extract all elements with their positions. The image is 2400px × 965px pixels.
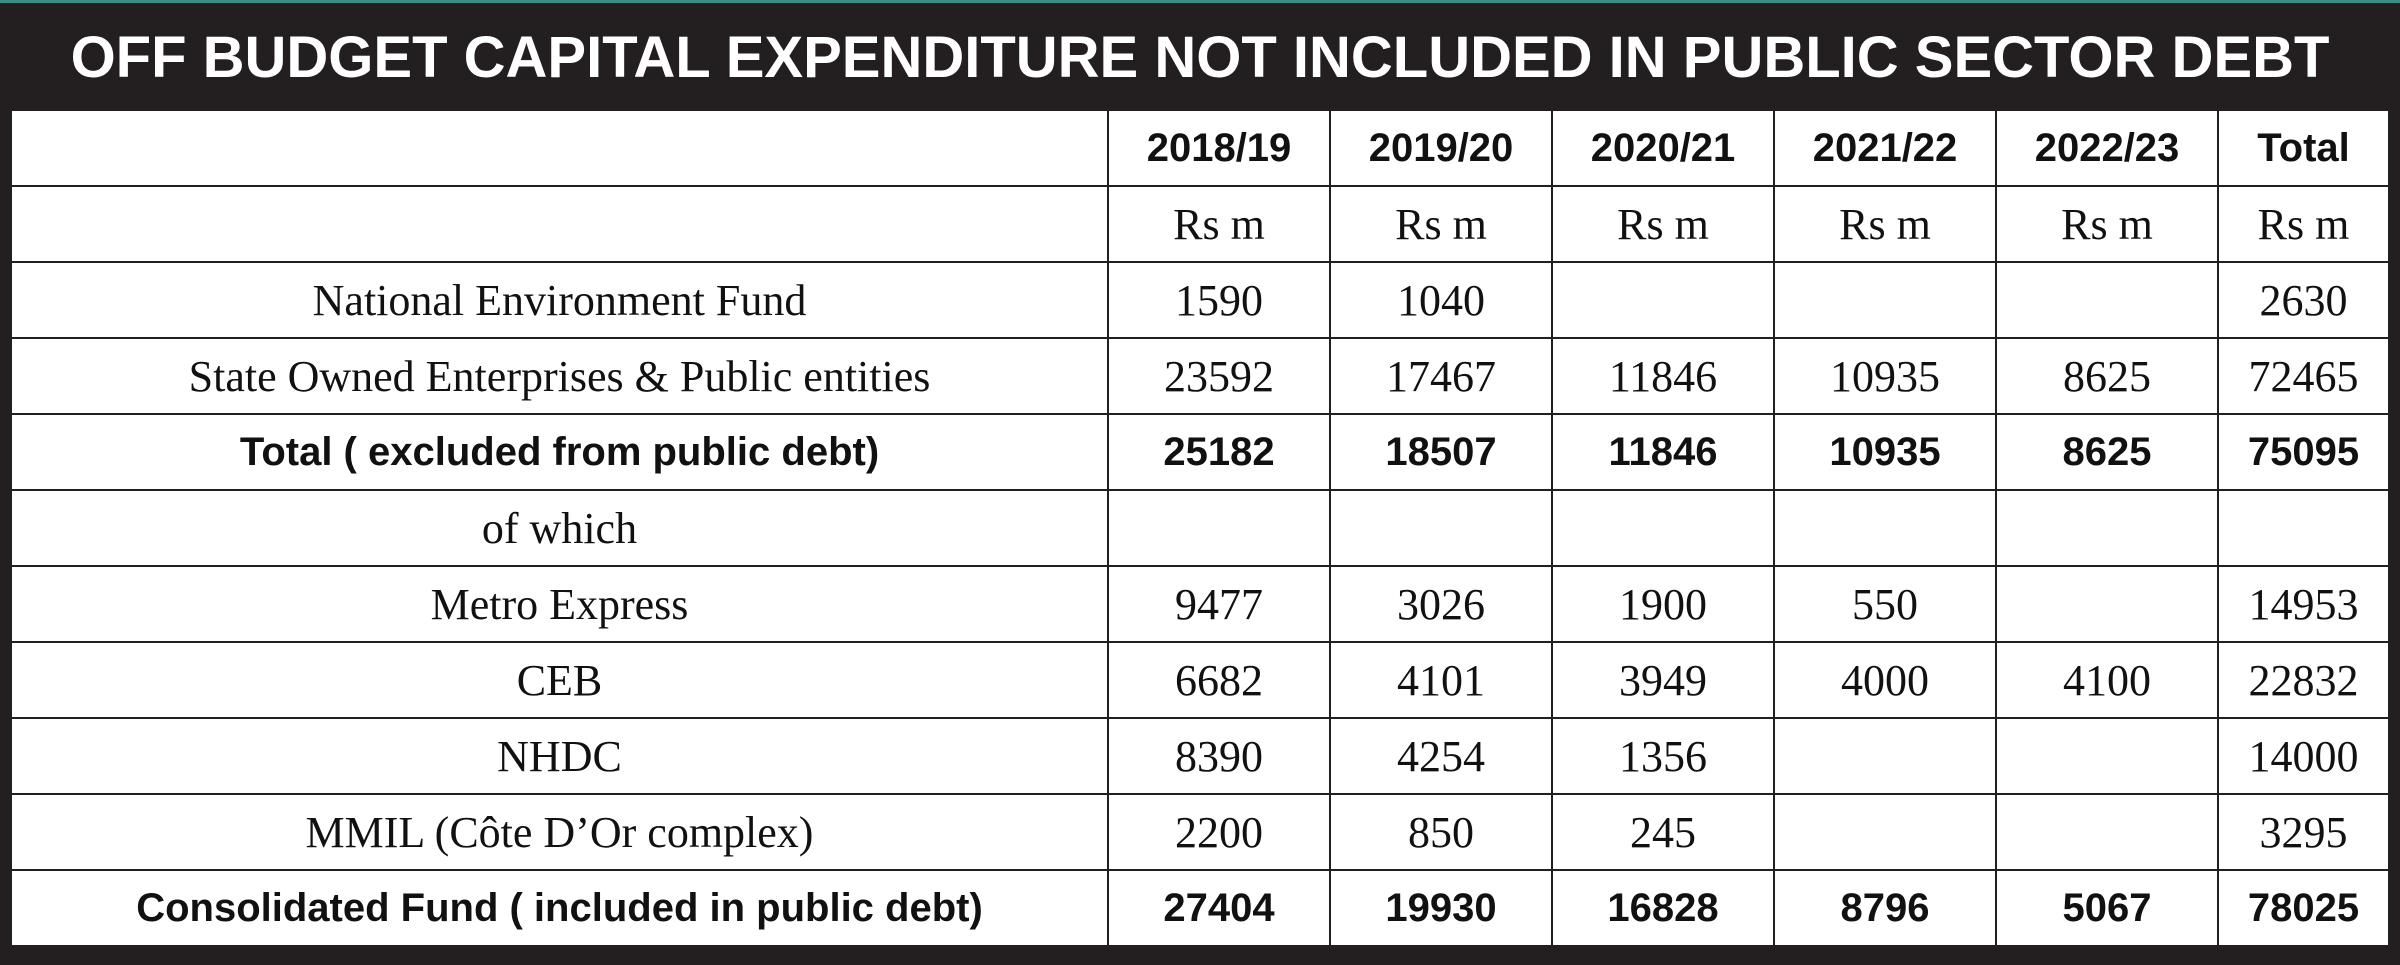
value-cell: 10935 [1773,413,1997,491]
value-cell: 27404 [1107,869,1331,947]
value-cell: 18507 [1329,413,1553,491]
value-cell: 1040 [1329,261,1553,339]
value-cell [1329,489,1553,567]
table-row-total: Consolidated Fund ( included in public d… [10,869,2390,947]
value-cell [1995,489,2219,567]
value-cell-total: 22832 [2217,641,2390,719]
table-row: CEB 6682 4101 3949 4000 4100 22832 [10,641,2390,719]
value-cell: 23592 [1107,337,1331,415]
value-cell: 8625 [1995,337,2219,415]
table-title: OFF BUDGET CAPITAL EXPENDITURE NOT INCLU… [70,25,2330,90]
value-cell-total: 14953 [2217,565,2390,643]
value-cell: 5067 [1995,869,2219,947]
value-cell: 8796 [1773,869,1997,947]
table-row: MMIL (Côte D’Or complex) 2200 850 245 32… [10,793,2390,871]
value-cell: 25182 [1107,413,1331,491]
unit-cell: Rs m [2217,185,2390,263]
row-label: NHDC [10,717,1109,795]
value-cell: 11846 [1551,413,1775,491]
value-cell: 9477 [1107,565,1331,643]
value-cell [1551,489,1775,567]
value-cell [1995,793,2219,871]
value-cell: 4100 [1995,641,2219,719]
value-cell [1773,717,1997,795]
unit-cell: Rs m [1107,185,1331,263]
column-header: 2021/22 [1773,109,1997,187]
value-cell: 245 [1551,793,1775,871]
header-empty-cell [10,109,1109,187]
value-cell: 1356 [1551,717,1775,795]
value-cell: 16828 [1551,869,1775,947]
column-header: 2020/21 [1551,109,1775,187]
value-cell: 8625 [1995,413,2219,491]
table-row: National Environment Fund 1590 1040 2630 [10,261,2390,339]
value-cell-total: 3295 [2217,793,2390,871]
unit-cell: Rs m [1551,185,1775,263]
value-cell-total: 2630 [2217,261,2390,339]
row-label: State Owned Enterprises & Public entitie… [10,337,1109,415]
value-cell: 4254 [1329,717,1553,795]
column-header: 2019/20 [1329,109,1553,187]
value-cell: 19930 [1329,869,1553,947]
value-cell [1995,717,2219,795]
table-row: State Owned Enterprises & Public entitie… [10,337,2390,415]
row-label: National Environment Fund [10,261,1109,339]
unit-cell: Rs m [1329,185,1553,263]
value-cell: 850 [1329,793,1553,871]
value-cell [1773,793,1997,871]
units-empty-cell [10,185,1109,263]
value-cell [1995,565,2219,643]
value-cell: 8390 [1107,717,1331,795]
column-header: 2018/19 [1107,109,1331,187]
row-label: Metro Express [10,565,1109,643]
value-cell: 4101 [1329,641,1553,719]
units-row: Rs m Rs m Rs m Rs m Rs m Rs m [10,185,2390,263]
value-cell-total: 14000 [2217,717,2390,795]
unit-cell: Rs m [1773,185,1997,263]
value-cell: 1900 [1551,565,1775,643]
value-cell [1773,261,1997,339]
row-label: of which [10,489,1109,567]
expenditure-table: 2018/19 2019/20 2020/21 2021/22 2022/23 … [10,109,2390,947]
value-cell-total: 72465 [2217,337,2390,415]
value-cell: 3949 [1551,641,1775,719]
value-cell [1773,489,1997,567]
value-cell: 1590 [1107,261,1331,339]
value-cell-total [2217,489,2390,567]
value-cell [1551,261,1775,339]
value-cell-total: 75095 [2217,413,2390,491]
unit-cell: Rs m [1995,185,2219,263]
bottom-border [0,955,2400,965]
value-cell [1995,261,2219,339]
value-cell: 10935 [1773,337,1997,415]
row-label: CEB [10,641,1109,719]
table-row: NHDC 8390 4254 1356 14000 [10,717,2390,795]
value-cell: 550 [1773,565,1997,643]
table-row: of which [10,489,2390,567]
value-cell: 6682 [1107,641,1331,719]
header-row: 2018/19 2019/20 2020/21 2021/22 2022/23 … [10,109,2390,187]
table-row: Metro Express 9477 3026 1900 550 14953 [10,565,2390,643]
column-header: 2022/23 [1995,109,2219,187]
value-cell: 2200 [1107,793,1331,871]
value-cell: 3026 [1329,565,1553,643]
row-label: Consolidated Fund ( included in public d… [10,869,1109,947]
table-row-subtotal: Total ( excluded from public debt) 25182… [10,413,2390,491]
value-cell: 17467 [1329,337,1553,415]
row-label: Total ( excluded from public debt) [10,413,1109,491]
value-cell: 4000 [1773,641,1997,719]
value-cell-total: 78025 [2217,869,2390,947]
value-cell [1107,489,1331,567]
column-header-total: Total [2217,109,2390,187]
row-label: MMIL (Côte D’Or complex) [10,793,1109,871]
value-cell: 11846 [1551,337,1775,415]
